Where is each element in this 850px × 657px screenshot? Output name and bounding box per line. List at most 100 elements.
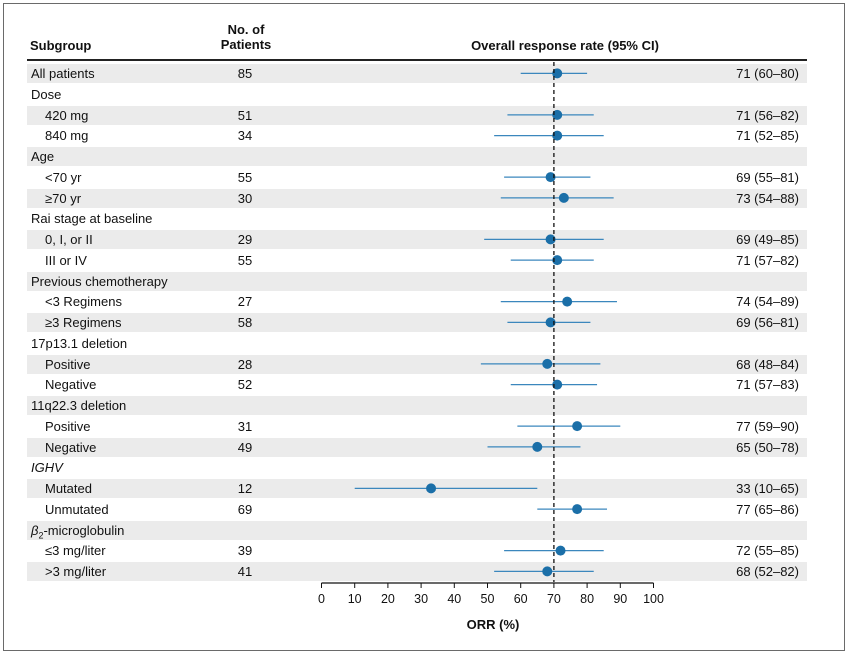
table-row: Positive 31 77 (59–90) [27, 417, 807, 436]
orr-header: Overall response rate (95% CI) [471, 38, 659, 53]
x-tick-label: 20 [381, 592, 395, 606]
table-row: <3 Regimens 27 74 (54–89) [27, 292, 807, 311]
table-row: 420 mg 51 71 (56–82) [27, 105, 807, 125]
orr-ci-value: 33 (10–65) [736, 481, 799, 496]
row-label: Mutated [45, 481, 92, 496]
patient-count: 51 [237, 107, 253, 123]
row-label: 0, I, or II [45, 232, 93, 247]
x-axis-title: ORR (%) [466, 617, 520, 632]
orr-point [572, 504, 583, 515]
row-label: Age [31, 149, 55, 164]
row-label: β2-microglobulin [31, 522, 125, 541]
orr-point [545, 317, 556, 328]
orr-ci-value: 73 (54–88) [736, 190, 799, 206]
table-row: ≥3 Regimens 58 69 (56–81) [27, 313, 807, 332]
orr-point [555, 545, 566, 556]
orr-ci-value: 71 (57–82) [736, 252, 799, 268]
header-rule [27, 59, 807, 61]
orr-point [426, 483, 437, 494]
subgroup-header-row: Previous chemotherapy [27, 271, 807, 291]
orr-ci-value: 74 (54–89) [736, 294, 799, 310]
orr-ci-value: 71 (57–83) [736, 377, 799, 393]
orr-point [552, 379, 563, 390]
row-label: Rai stage at baseline [31, 211, 153, 227]
row-label: 840 mg [45, 128, 89, 144]
orr-ci-value: 71 (52–85) [736, 128, 799, 144]
patient-count: 41 [237, 564, 253, 579]
patient-count: 49 [237, 439, 253, 455]
row-label: Positive [45, 356, 91, 372]
subgroup-header: Subgroup [30, 38, 92, 53]
row-label: ≥3 Regimens [45, 315, 122, 330]
orr-ci-value: 77 (65–86) [736, 501, 799, 517]
orr-point [542, 566, 553, 577]
orr-point [545, 234, 556, 245]
subgroup-header-row: Dose [27, 85, 807, 104]
patient-count: 85 [237, 66, 253, 81]
row-label: Previous chemotherapy [31, 273, 168, 289]
patients-header-line1: No. of [227, 22, 265, 37]
table-row: Unmutated 69 77 (65–86) [27, 500, 807, 519]
row-label: ≤3 mg/liter [45, 543, 106, 559]
table-row: ≤3 mg/liter 39 72 (55–85) [27, 541, 807, 560]
x-tick-label: 30 [414, 592, 428, 606]
x-tick-label: 50 [481, 592, 495, 606]
orr-ci-value: 69 (56–81) [736, 315, 799, 330]
patients-header: No. of Patients [208, 22, 284, 52]
row-label: Negative [45, 439, 97, 455]
orr-ci-value: 71 (60–80) [736, 66, 799, 81]
orr-ci-value: 68 (52–82) [736, 564, 799, 579]
row-label: <70 yr [45, 169, 82, 185]
orr-point [542, 358, 553, 369]
row-label: Positive [45, 418, 91, 434]
patient-count: 52 [237, 377, 253, 393]
subgroup-header-row: β2-microglobulin [27, 520, 807, 541]
x-tick-label: 60 [514, 592, 528, 606]
row-label: ≥70 yr [45, 190, 82, 206]
subgroup-header-row: 17p13.1 deletion [27, 334, 807, 353]
orr-ci-value: 77 (59–90) [736, 418, 799, 434]
table-row: 0, I, or II 29 69 (49–85) [27, 230, 807, 249]
row-label: III or IV [45, 252, 87, 268]
row-label: 17p13.1 deletion [31, 335, 128, 351]
orr-ci-value: 68 (48–84) [736, 356, 799, 372]
orr-ci-value: 69 (55–81) [736, 169, 799, 185]
orr-point [552, 68, 563, 79]
x-tick-label: 100 [643, 592, 664, 606]
patient-count: 12 [237, 481, 253, 496]
patient-count: 69 [237, 501, 253, 517]
patient-count: 28 [237, 356, 253, 372]
subgroup-header-row: Age [27, 147, 807, 166]
x-tick-label: 0 [318, 592, 325, 606]
row-label: IGHV [31, 460, 63, 476]
orr-point [552, 255, 563, 266]
subgroup-header-row: Rai stage at baseline [27, 209, 807, 228]
table-row: Negative 49 65 (50–78) [27, 437, 807, 457]
patient-count: 55 [237, 252, 253, 268]
table-row: All patients 85 71 (60–80) [27, 64, 807, 83]
row-label: Unmutated [45, 501, 109, 517]
x-tick-label: 40 [447, 592, 461, 606]
table-row: III or IV 55 71 (57–82) [27, 251, 807, 270]
x-tick-label: 90 [613, 592, 627, 606]
row-label: 420 mg [45, 107, 89, 123]
row-label: All patients [31, 66, 95, 81]
patient-count: 55 [237, 169, 253, 185]
row-label: <3 Regimens [45, 294, 122, 310]
orr-point [572, 421, 583, 432]
orr-point [562, 296, 573, 307]
orr-ci-value: 65 (50–78) [736, 439, 799, 455]
orr-ci-value: 72 (55–85) [736, 543, 799, 559]
table-row: ≥70 yr 30 73 (54–88) [27, 188, 807, 208]
table-row: Negative 52 71 (57–83) [27, 375, 807, 394]
table-row: Positive 28 68 (48–84) [27, 354, 807, 374]
patient-count: 34 [237, 128, 253, 144]
patient-count: 31 [237, 418, 253, 434]
table-row: <70 yr 55 69 (55–81) [27, 168, 807, 187]
orr-point [532, 441, 543, 452]
orr-point [558, 192, 569, 203]
row-label: Dose [31, 86, 62, 102]
row-label: Negative [45, 377, 97, 393]
patients-header-line2: Patients [220, 37, 272, 52]
